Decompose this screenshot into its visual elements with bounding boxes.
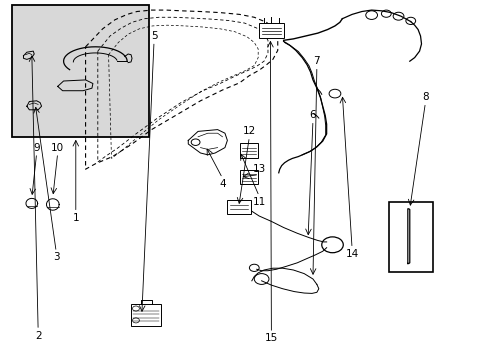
Bar: [12, 5, 149, 137]
Text: 7: 7: [313, 56, 320, 66]
Bar: [239, 143, 258, 158]
Bar: [227, 200, 250, 214]
Text: 4: 4: [219, 179, 225, 189]
Text: 9: 9: [33, 143, 40, 153]
Text: 5: 5: [150, 31, 157, 41]
Text: 15: 15: [264, 333, 278, 343]
Text: 2: 2: [35, 330, 41, 341]
Bar: [239, 170, 258, 184]
Text: 8: 8: [421, 92, 428, 102]
Text: 3: 3: [53, 252, 60, 262]
Text: 11: 11: [252, 197, 265, 207]
Bar: [12, 5, 149, 137]
Text: 13: 13: [252, 164, 265, 174]
Text: 12: 12: [242, 126, 256, 136]
Text: 14: 14: [345, 249, 358, 259]
Text: 1: 1: [72, 213, 79, 223]
Bar: [131, 304, 161, 326]
Bar: [388, 202, 432, 272]
Bar: [259, 23, 283, 38]
Text: 10: 10: [51, 143, 64, 153]
Text: 6: 6: [309, 110, 316, 120]
